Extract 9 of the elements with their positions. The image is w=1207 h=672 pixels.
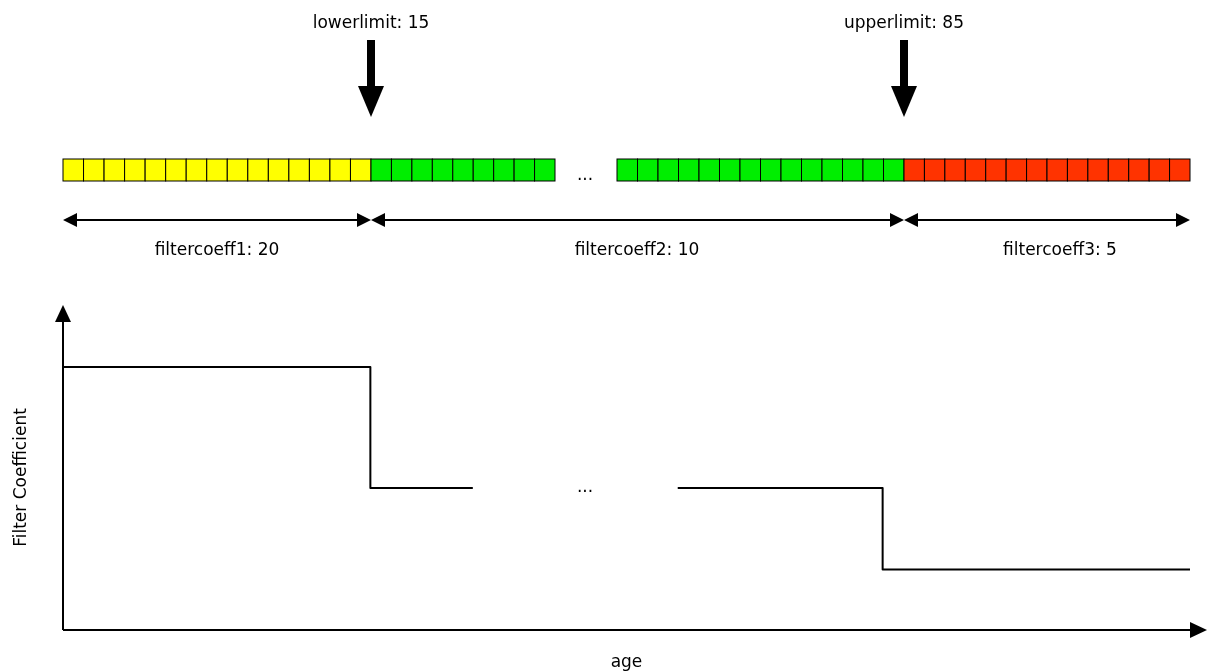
annotation: ... bbox=[576, 476, 594, 496]
text: filtercoeff3: 5 bbox=[1003, 239, 1117, 259]
text: ... bbox=[576, 164, 594, 184]
text: filtercoeff2: 10 bbox=[574, 239, 700, 259]
y-axis-title: Filter Coefficient bbox=[10, 407, 30, 547]
text: filtercoeff1: 20 bbox=[154, 239, 280, 259]
text: lowerlimit: 15 bbox=[312, 12, 430, 32]
text: upperlimit: 85 bbox=[844, 12, 964, 32]
x-axis-title: age bbox=[610, 651, 643, 671]
